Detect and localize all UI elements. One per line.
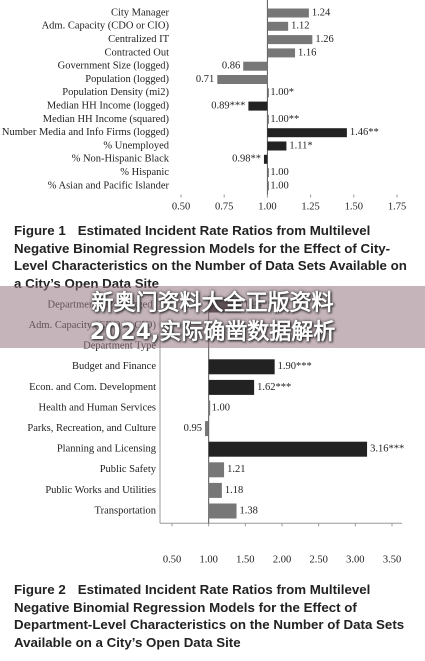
category-label: Health and Human Services bbox=[38, 402, 156, 413]
value-label: 1.00* bbox=[270, 87, 294, 98]
value-label: 3.16*** bbox=[370, 444, 404, 455]
x-tick-label: 1.25 bbox=[301, 201, 319, 212]
value-label: 1.21 bbox=[227, 464, 245, 475]
caption: Figure 2 Estimated Incident Rate Ratios f… bbox=[14, 581, 414, 651]
bar bbox=[205, 421, 209, 437]
category-label: Adm. Capacity (CDO or CIO) bbox=[42, 21, 170, 32]
value-label: 1.24 bbox=[312, 7, 331, 18]
x-tick-label: 0.75 bbox=[215, 201, 233, 212]
value-label: 1.00 bbox=[270, 180, 288, 191]
category-label: Budget and Finance bbox=[72, 361, 156, 372]
category-label: Population Density (mi2) bbox=[62, 87, 169, 98]
caption-text: Estimated Incident Rate Ratios from Mult… bbox=[14, 582, 405, 650]
value-label: 1.46** bbox=[350, 127, 379, 138]
bar bbox=[208, 482, 222, 498]
value-label: 0.71 bbox=[196, 74, 214, 85]
value-label: 1.00 bbox=[212, 402, 230, 413]
category-label: Centralized IT bbox=[108, 34, 170, 45]
value-label: 0.98** bbox=[232, 154, 261, 165]
category-label: Transportation bbox=[95, 505, 157, 516]
category-label: % Non-Hispanic Black bbox=[72, 154, 170, 165]
value-label: 1.00 bbox=[270, 167, 288, 178]
category-label: Number Media and Info Firms (logged) bbox=[2, 127, 170, 138]
chart: 0.50 0.75 1.00 1.25 1.50 1.75 City Manager 1.24… bbox=[2, 0, 406, 212]
category-label: Median HH Income (logged) bbox=[47, 101, 170, 112]
banner: 新奥门资料大全正版资料 2024,实际确凿数据解析 bbox=[0, 286, 425, 348]
bar bbox=[248, 101, 268, 111]
category-label: Median HH Income (squared) bbox=[43, 114, 170, 125]
category-label: City Manager bbox=[111, 7, 170, 18]
category-label: Public Works and Utilities bbox=[45, 485, 156, 496]
x-tick-label: 1.00 bbox=[199, 554, 217, 565]
banner-line: 2024,实际确凿数据解析 bbox=[89, 320, 336, 345]
value-label: 0.95 bbox=[184, 423, 202, 434]
bar bbox=[208, 379, 255, 395]
category-label: Population (logged) bbox=[85, 74, 169, 85]
bar bbox=[267, 8, 309, 18]
x-tick-label: 1.50 bbox=[236, 554, 254, 565]
x-tick-label: 1.00 bbox=[258, 201, 276, 212]
caption-label: Figure 2 bbox=[14, 582, 66, 597]
category-label: Contracted Out bbox=[105, 47, 170, 58]
category-label: Econ. and Com. Development bbox=[29, 382, 156, 393]
category-label: % Asian and Pacific Islander bbox=[48, 180, 170, 191]
x-tick-label: 2.50 bbox=[309, 554, 327, 565]
bar bbox=[263, 154, 268, 164]
category-label: Parks, Recreation, and Culture bbox=[27, 423, 156, 434]
x-tick-label: 0.50 bbox=[172, 201, 190, 212]
bar bbox=[208, 462, 225, 478]
bar bbox=[267, 181, 269, 191]
bar bbox=[208, 400, 211, 416]
category-label: Planning and Licensing bbox=[57, 444, 157, 455]
category-label: Public Safety bbox=[100, 464, 157, 475]
bar bbox=[267, 35, 313, 45]
category-label: % Hispanic bbox=[120, 167, 169, 178]
value-label: 1.26 bbox=[315, 34, 333, 45]
bar bbox=[208, 503, 237, 519]
value-label: 1.90*** bbox=[278, 361, 312, 372]
bar bbox=[267, 128, 347, 138]
value-label: 0.86 bbox=[222, 61, 240, 72]
value-label: 1.16 bbox=[298, 47, 316, 58]
caption-text: Estimated Incident Rate Ratios from Mult… bbox=[14, 223, 407, 291]
value-label: 1.12 bbox=[291, 21, 309, 32]
bar bbox=[267, 141, 287, 151]
bar bbox=[208, 359, 275, 375]
bar bbox=[267, 21, 289, 31]
bar bbox=[267, 48, 296, 58]
x-tick-label: 2.00 bbox=[273, 554, 291, 565]
caption-label: Figure 1 bbox=[14, 223, 66, 238]
category-label: Government Size (logged) bbox=[58, 61, 170, 72]
x-tick-label: 3.50 bbox=[383, 554, 401, 565]
bar bbox=[267, 114, 269, 124]
value-label: 1.00** bbox=[270, 114, 299, 125]
bar bbox=[267, 168, 269, 178]
value-label: 1.62*** bbox=[257, 382, 291, 393]
caption: Figure 1 Estimated Incident Rate Ratios f… bbox=[14, 222, 414, 292]
value-label: 1.18 bbox=[225, 485, 243, 496]
value-label: 0.89*** bbox=[211, 101, 245, 112]
x-tick-label: 3.00 bbox=[346, 554, 364, 565]
value-label: 1.11* bbox=[289, 140, 312, 151]
bar bbox=[217, 75, 268, 84]
banner-line: 新奥门资料大全正版资料 bbox=[91, 291, 334, 316]
category-label: % Unemployed bbox=[103, 140, 169, 151]
value-label: 1.38 bbox=[240, 505, 258, 516]
bar bbox=[208, 441, 368, 457]
x-tick-label: 1.50 bbox=[345, 201, 363, 212]
x-tick-label: 0.50 bbox=[163, 554, 181, 565]
bar bbox=[267, 88, 269, 98]
x-tick-label: 1.75 bbox=[388, 201, 406, 212]
bar bbox=[243, 61, 268, 71]
